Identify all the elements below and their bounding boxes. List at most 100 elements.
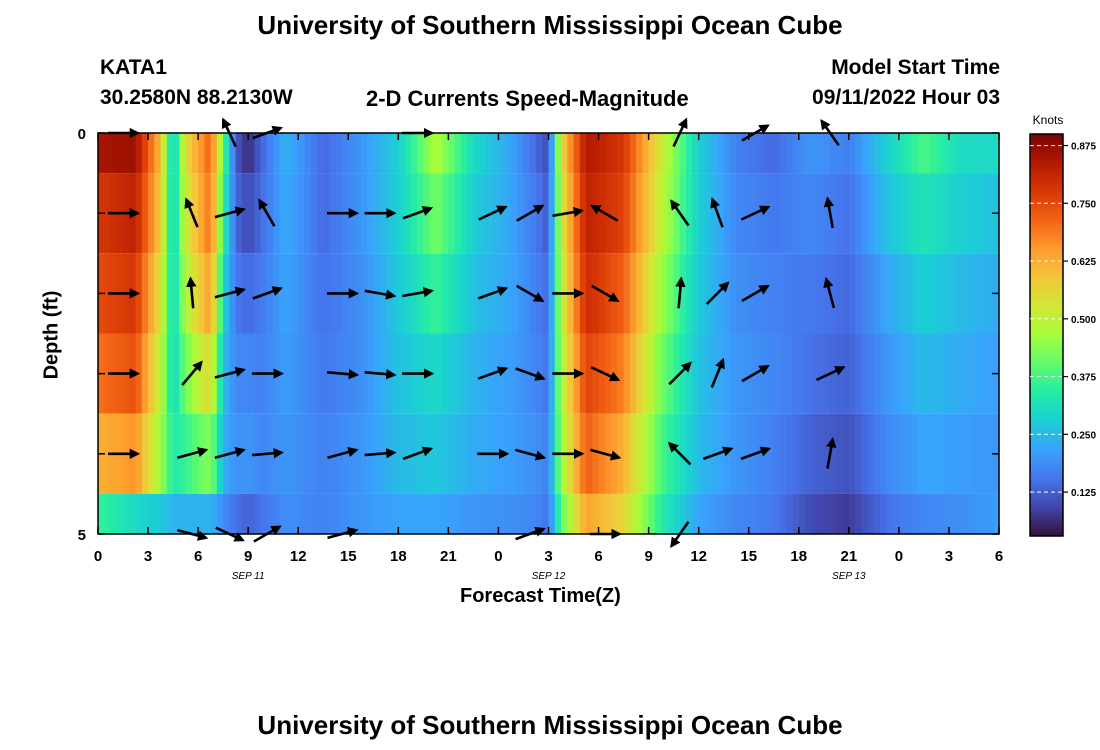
heat-cell xyxy=(917,413,925,494)
heat-cell xyxy=(661,413,668,494)
heat-cell xyxy=(811,493,819,534)
current-vector xyxy=(402,446,434,461)
heat-cell xyxy=(792,413,800,494)
heat-cell xyxy=(798,413,806,494)
heat-cell xyxy=(179,253,187,334)
colorbar-gradient xyxy=(1029,133,1064,537)
heat-cell xyxy=(435,133,443,174)
heat-cell xyxy=(304,253,312,334)
heat-cell xyxy=(805,333,812,414)
heat-cell xyxy=(992,133,1000,174)
heat-cell xyxy=(523,133,531,174)
heat-cell xyxy=(742,333,750,414)
current-vector xyxy=(514,448,547,461)
heat-cell xyxy=(404,493,412,534)
heat-cell xyxy=(210,333,218,414)
heat-cell xyxy=(667,253,675,334)
heat-cell xyxy=(792,173,800,254)
heat-cell xyxy=(830,133,837,174)
heat-cell xyxy=(404,413,412,494)
heat-cell xyxy=(642,253,650,334)
heat-cell xyxy=(861,333,869,414)
current-vector xyxy=(675,276,686,309)
heat-cell xyxy=(905,253,913,334)
heat-cell xyxy=(166,253,174,334)
heat-cell xyxy=(611,133,618,174)
heat-cell xyxy=(967,253,975,334)
heat-cell xyxy=(917,333,925,414)
heat-cell xyxy=(473,333,481,414)
heat-cell xyxy=(248,253,256,334)
heat-cell xyxy=(748,493,756,534)
current-vector xyxy=(740,205,771,221)
heat-cell xyxy=(417,493,424,534)
current-vector xyxy=(214,206,246,219)
heat-cell xyxy=(460,253,468,334)
heat-cell xyxy=(905,173,913,254)
heat-cell xyxy=(204,253,212,334)
heat-cell xyxy=(955,253,963,334)
heat-cell xyxy=(191,173,199,254)
current-vector xyxy=(364,368,397,380)
heat-cell xyxy=(404,133,412,174)
heat-cell xyxy=(316,413,324,494)
heat-cell xyxy=(798,173,806,254)
heat-cell xyxy=(323,253,331,334)
current-vector xyxy=(186,276,197,309)
heat-cell xyxy=(955,173,963,254)
heat-cell xyxy=(798,493,806,534)
heat-cell xyxy=(448,173,456,254)
current-vector xyxy=(326,368,360,380)
heat-cell xyxy=(955,493,963,534)
heat-cell xyxy=(141,253,149,334)
heat-cell xyxy=(892,253,900,334)
heat-cell xyxy=(792,253,800,334)
heat-cell xyxy=(154,413,162,494)
heat-cell xyxy=(241,493,249,534)
heat-cell xyxy=(723,133,731,174)
heat-cell xyxy=(798,333,806,414)
heat-cell xyxy=(917,253,925,334)
heat-cell xyxy=(773,253,781,334)
heat-cell xyxy=(329,413,337,494)
heat-cell xyxy=(141,333,149,414)
heat-cell xyxy=(454,493,462,534)
heat-cell xyxy=(780,173,787,254)
heat-cell xyxy=(686,253,694,334)
heat-cell xyxy=(805,133,812,174)
heat-cell xyxy=(454,413,462,494)
heat-cell xyxy=(673,133,681,174)
heat-cell xyxy=(986,253,994,334)
heat-cell xyxy=(448,333,456,414)
heat-cell xyxy=(805,413,812,494)
heat-cell xyxy=(679,493,687,534)
heat-cell xyxy=(761,253,769,334)
heat-cell xyxy=(573,133,581,174)
heat-cell xyxy=(204,413,212,494)
heat-cell xyxy=(148,173,155,254)
heat-cell xyxy=(754,493,762,534)
heat-cell xyxy=(448,493,456,534)
heat-cell xyxy=(980,253,988,334)
heat-cell xyxy=(661,493,668,534)
heat-cell xyxy=(116,133,124,174)
colorbar-tick-label: 0.375 xyxy=(1071,373,1096,384)
heat-cell xyxy=(179,173,187,254)
heat-cell xyxy=(492,133,500,174)
heat-cell xyxy=(191,253,199,334)
heat-cell xyxy=(936,413,944,494)
heat-cell xyxy=(360,133,368,174)
heat-cell xyxy=(673,413,681,494)
heat-cell xyxy=(836,253,844,334)
current-vector xyxy=(826,436,837,469)
current-vector xyxy=(589,204,619,222)
heat-cell xyxy=(304,173,312,254)
heat-cell xyxy=(873,253,881,334)
heat-cell xyxy=(529,493,537,534)
heat-cell xyxy=(498,173,506,254)
heat-cell xyxy=(348,493,356,534)
heat-cell xyxy=(392,133,399,174)
heat-cell xyxy=(729,133,737,174)
heat-cell xyxy=(148,133,155,174)
heat-cell xyxy=(442,493,449,534)
